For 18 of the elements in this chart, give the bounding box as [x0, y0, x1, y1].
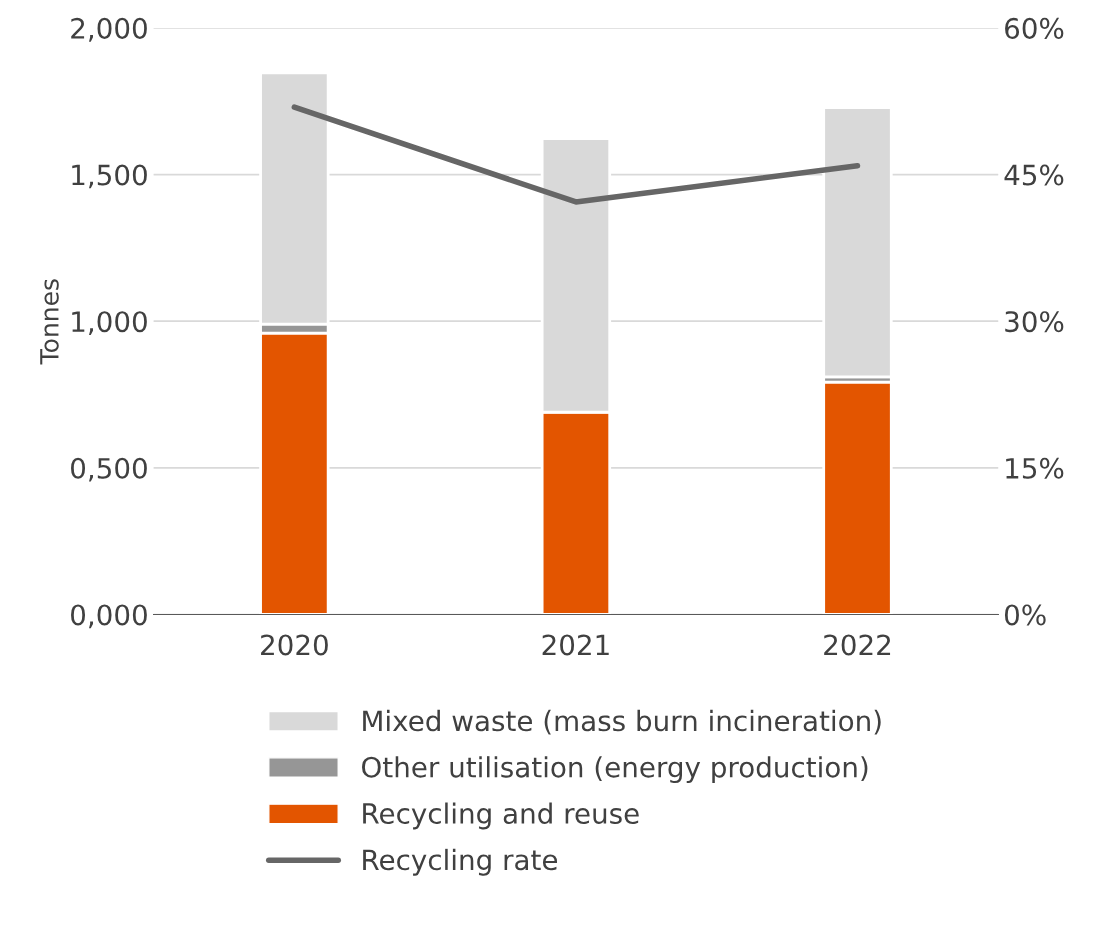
y-tick-label: 1,000: [72, 311, 147, 335]
legend-label: Recycling and reuse: [363, 802, 639, 830]
y-tick-label: 0,500: [71, 457, 147, 482]
y2-tick-label: 30%: [1005, 311, 1064, 333]
y2-tick-label: 60%: [1005, 17, 1064, 39]
y2-tick-label: 45%: [1004, 164, 1064, 186]
x-tick-label: 2020: [261, 634, 328, 656]
y2-tick-label: 15%: [1006, 457, 1064, 479]
legend-label: Recycling rate: [363, 848, 558, 876]
x-tick-label: 2022: [824, 634, 891, 656]
legend-label: Other utilisation (energy production): [362, 756, 868, 784]
legend-label: Mixed waste (mass burn incineration): [363, 709, 881, 735]
y-tick-label: 2,000: [71, 17, 147, 42]
y-tick-label: 0,000: [71, 604, 147, 629]
y-tick-label: 1,500: [72, 164, 147, 189]
y2-tick-label: 0%: [1004, 604, 1046, 626]
x-tick-label: 2021: [542, 634, 609, 656]
y-axis-title: Tonnes: [40, 279, 59, 365]
